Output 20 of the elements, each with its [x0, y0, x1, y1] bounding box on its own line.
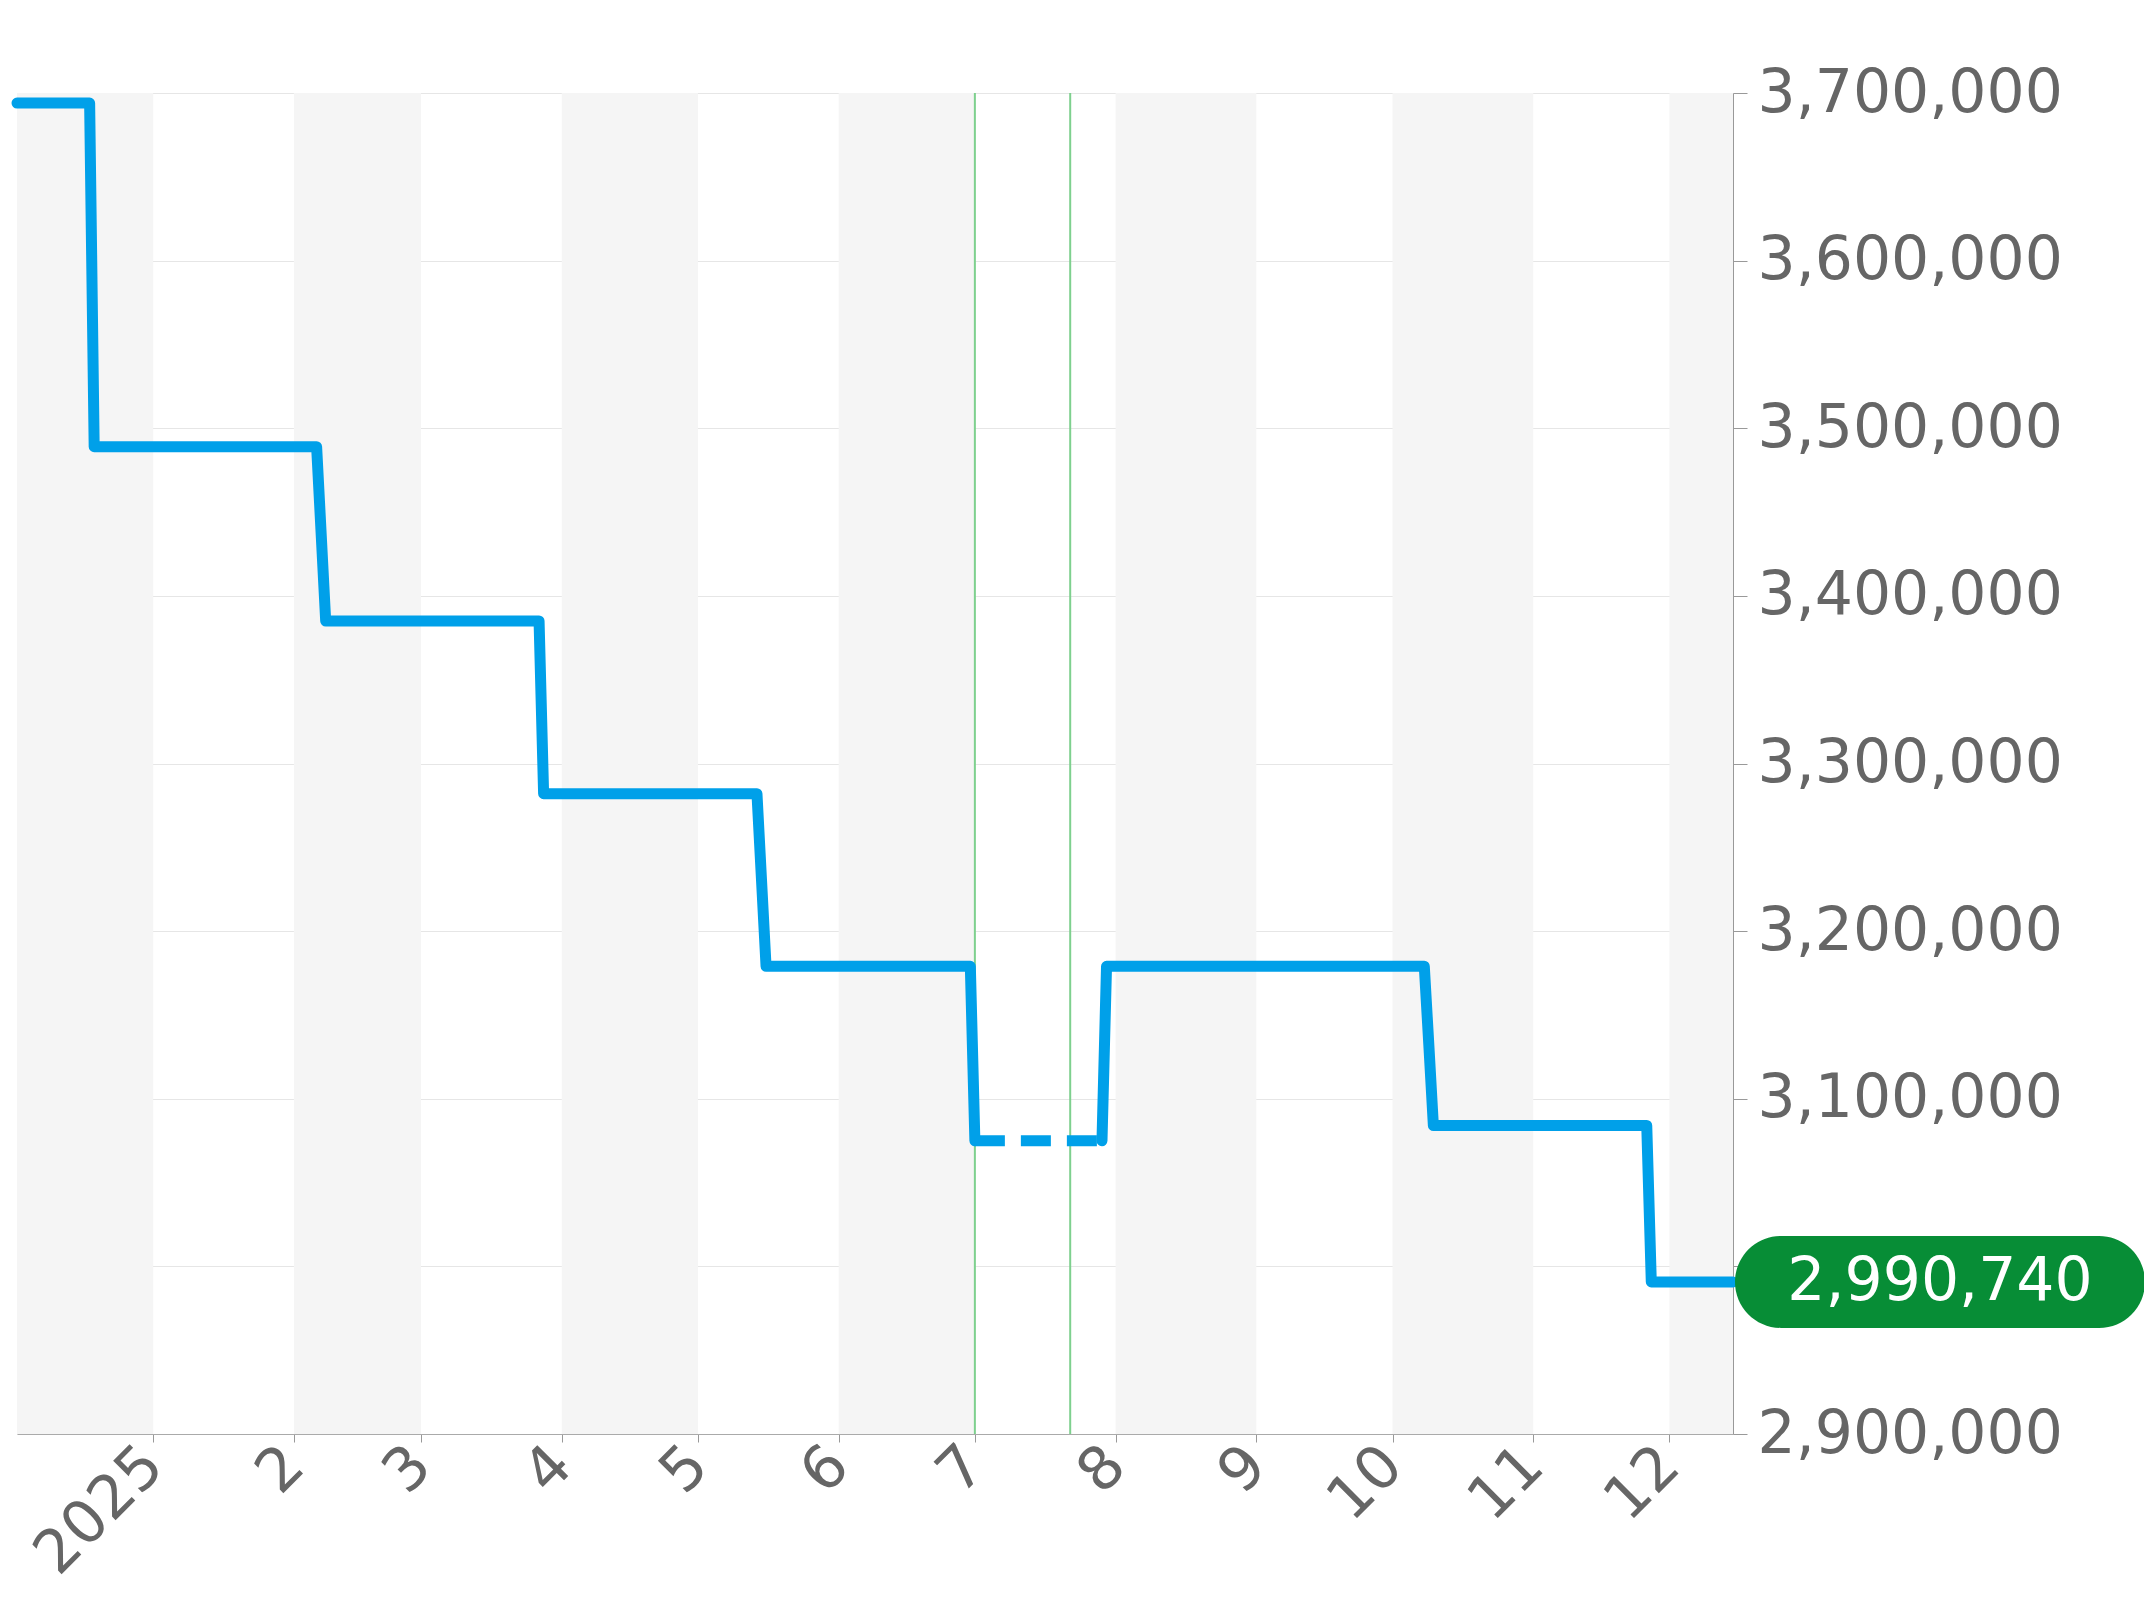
x-tick-label: 5 [644, 1429, 722, 1507]
y-tick-label: 3,600,000 [1757, 223, 2063, 294]
y-tick-label: 3,100,000 [1757, 1061, 2063, 1132]
x-tick-label: 9 [1202, 1429, 1280, 1507]
x-tick-label: 7 [921, 1429, 998, 1507]
x-tick-label: 12 [1589, 1429, 1693, 1534]
y-tick-label: 2,900,000 [1757, 1396, 2063, 1467]
y-tick-label: 3,200,000 [1757, 893, 2063, 964]
x-tick-label: 11 [1452, 1429, 1557, 1534]
annotation: 2,990,740 [1787, 1243, 2093, 1314]
x-tick-label: 3 [367, 1429, 445, 1507]
y-tick-label: 3,500,000 [1757, 390, 2063, 461]
y-tick-label: 3,300,000 [1757, 726, 2063, 796]
x-tick-label: 4 [508, 1429, 585, 1507]
x-tick-label: 10 [1312, 1429, 1416, 1534]
x-tick-label: 2 [240, 1429, 318, 1507]
x-tick-label: 8 [1062, 1429, 1139, 1507]
y-tick-label: 3,400,000 [1757, 558, 2063, 629]
x-tick-label: 6 [785, 1429, 862, 1507]
y-tick-label: 3,700,000 [1757, 55, 2063, 126]
